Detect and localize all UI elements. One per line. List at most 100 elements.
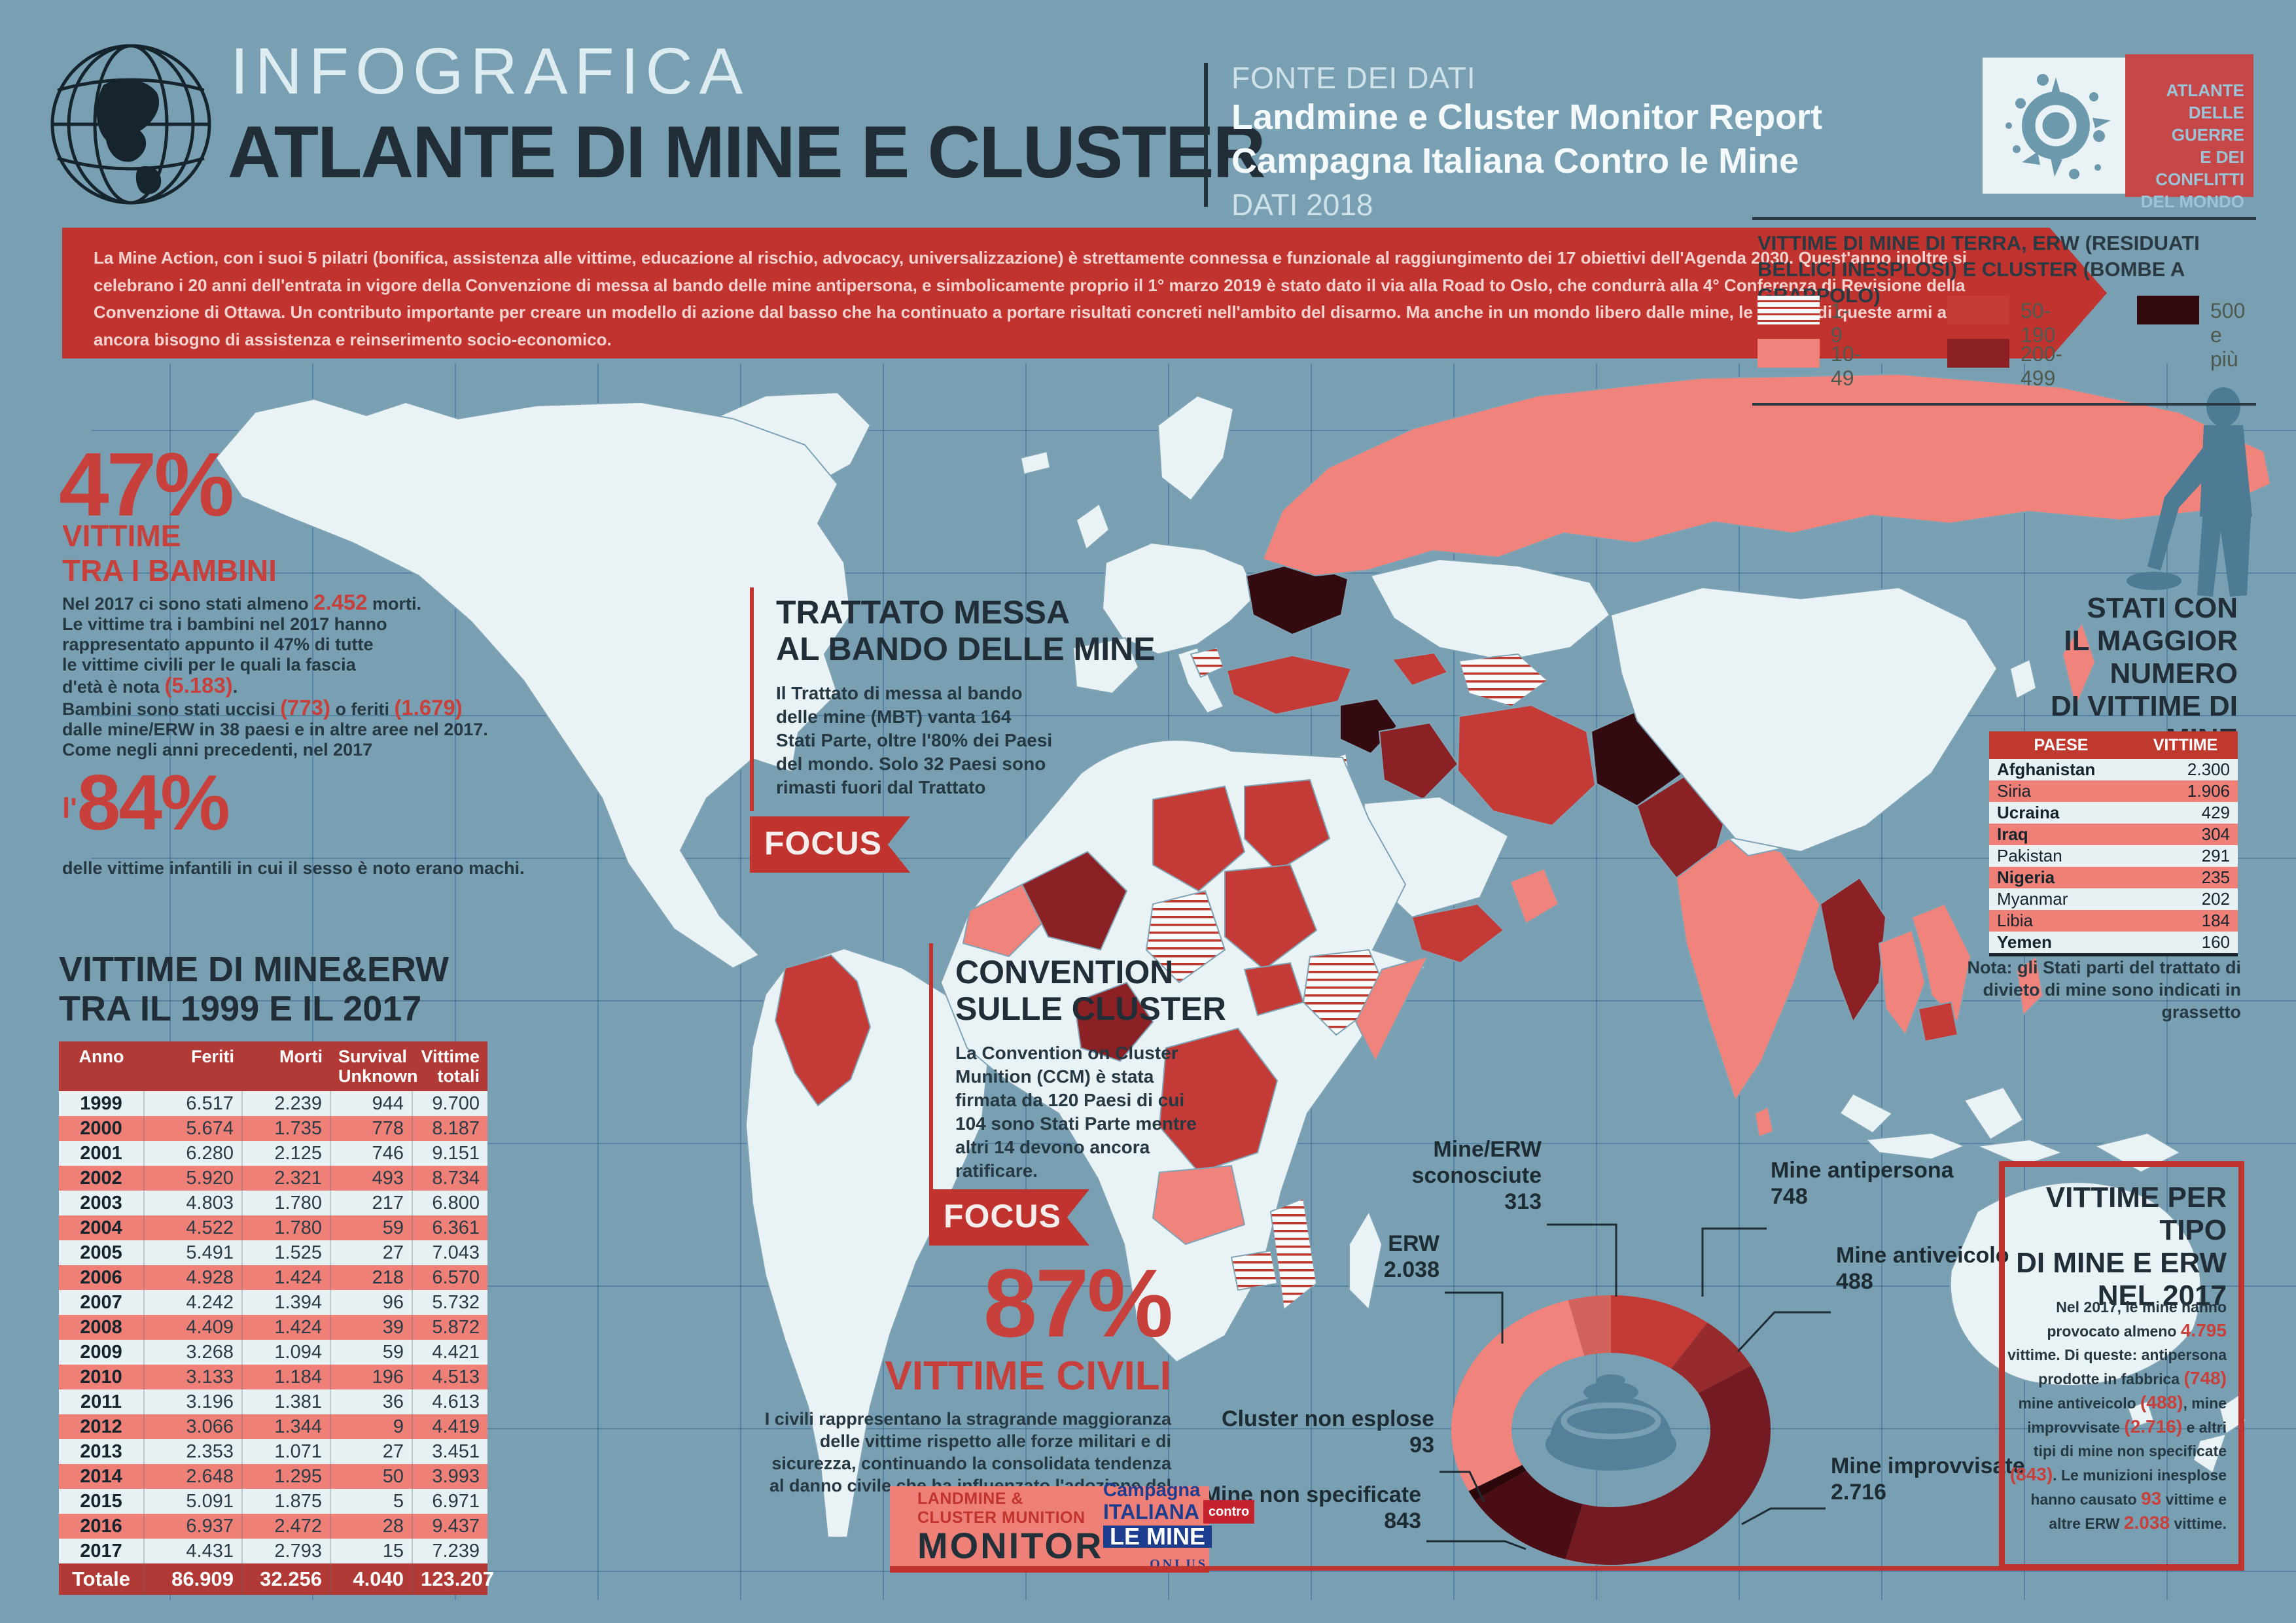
country-yemen <box>1411 903 1505 964</box>
country-italia <box>1176 646 1225 714</box>
table-row: 2015 5.091 1.875 5 6.971 <box>59 1489 487 1514</box>
intro-banner: La Mine Action, con i suoi 5 pilatri (bo… <box>62 228 2107 358</box>
states-table-col-victims: VITTIME <box>2133 731 2238 759</box>
legend-label: 50-190 <box>2021 299 2056 347</box>
donut-label-connector <box>1547 1223 1617 1297</box>
country-sumatra <box>1839 1092 1894 1134</box>
country-rd-congo <box>1158 1027 1279 1174</box>
casualties-col: Morti <box>242 1041 330 1091</box>
country-sulawesi <box>1975 1138 2064 1167</box>
table-row: 2006 4.928 1.424 218 6.570 <box>59 1265 487 1290</box>
page-kicker: INFOGRAFICA <box>230 35 750 108</box>
donut-segment-cluster-non-esplose <box>1468 1465 1527 1501</box>
table-row: Libia 184 <box>1989 910 2238 932</box>
country-corea <box>2009 658 2038 700</box>
stat-male-caption: delle vittime infantili in cui il sesso … <box>62 858 525 878</box>
table-row: Myanmar 202 <box>1989 888 2238 910</box>
table-row: 2011 3.196 1.381 36 4.613 <box>59 1389 487 1414</box>
landmine-icon <box>1545 1374 1676 1471</box>
source-line-2: Campagna Italiana Contro le Mine <box>1231 141 1799 181</box>
country-mozambico <box>1269 1197 1318 1311</box>
stat-civilians-pct: 87% <box>983 1249 1173 1357</box>
legend-swatch <box>1947 296 2009 324</box>
country-nord-america <box>215 398 852 969</box>
splatter-icon <box>2005 74 2111 179</box>
casualties-table-header: Anno Feriti Morti Survival Unknown Vittime t… <box>59 1041 487 1091</box>
header-divider <box>1204 63 1208 207</box>
intro-banner-text: La Mine Action, con i suoi 5 pilatri (bo… <box>94 248 2004 349</box>
globe-icon <box>50 44 211 205</box>
legend-rule-top <box>1752 217 2256 220</box>
partner-logos: LANDMINE & CLUSTER MUNITION MONITOR Camp… <box>890 1480 1255 1573</box>
campagna-line1: Campagna <box>1103 1479 1201 1501</box>
stat-civilians-sub: VITTIME CIVILI <box>885 1353 1171 1399</box>
country-cina <box>1610 586 1998 853</box>
country-zimbabwe <box>1230 1249 1279 1291</box>
country-giappone <box>2061 621 2096 710</box>
table-row: 2008 4.409 1.424 39 5.872 <box>59 1315 487 1340</box>
table-row: Pakistan 291 <box>1989 845 2238 867</box>
country-colombia <box>774 954 872 1107</box>
victims-by-type-box: VITTIME PER TIPO DI MINE E ERW NEL 2017 … <box>1999 1161 2244 1570</box>
focus1-accent-line <box>750 587 754 811</box>
country-islanda <box>1019 450 1051 476</box>
victims-by-type-paragraph: Nel 2017, le mine hanno provocato almeno… <box>2007 1299 2227 1533</box>
legend-rule-bottom <box>1752 403 2256 406</box>
focus1-title: TRATTATO MESSA AL BANDO DELLE MINE <box>776 594 1156 667</box>
focus1-ribbon-label: FOCUS <box>764 825 882 862</box>
casualties-col: Anno <box>59 1041 144 1091</box>
table-row: 2005 5.491 1.525 27 7.043 <box>59 1240 487 1265</box>
focus1-ribbon: FOCUS <box>750 816 910 873</box>
country-russia <box>1262 373 2272 577</box>
table-row: Yemen 160 <box>1989 932 2238 955</box>
states-table-note: Nota: gli Stati parti del trattato di di… <box>1967 958 2241 1022</box>
country-myanmar <box>1819 877 1887 1024</box>
focus2-accent-line <box>929 943 933 1244</box>
monitor-logo: LANDMINE & CLUSTER MUNITION MONITOR <box>890 1490 1104 1566</box>
donut-label-connector <box>1741 1507 1826 1526</box>
table-row: 2003 4.803 1.780 217 6.800 <box>59 1191 487 1215</box>
campagna-logo: Campagna ITALIANA contro LE MINE ONLUS <box>1103 1479 1255 1574</box>
donut-label-cluster-non-esplose: Cluster non esplose 93 <box>1222 1406 1434 1457</box>
atlante-badge: ATLANTE DELLE GUERRE E DEI CONFLITTI DEL… <box>2125 54 2253 211</box>
table-row: 2012 3.066 1.344 9 4.419 <box>59 1414 487 1439</box>
casualties-col: Vittime totali <box>412 1041 487 1091</box>
table-row: Afghanistan 2.300 <box>1989 759 2238 780</box>
country-bosnia <box>1190 646 1225 678</box>
source-year: DATI 2018 <box>1231 188 1373 222</box>
legend-swatch <box>1757 339 1820 368</box>
country-egitto <box>1244 778 1331 873</box>
donut-label-mine-improvvisate: Mine improvvisate 2.716 <box>1831 1454 2025 1505</box>
table-row: 2002 5.920 2.321 493 8.734 <box>59 1166 487 1191</box>
table-row: 1999 6.517 2.239 944 9.700 <box>59 1091 487 1116</box>
country-oman <box>1509 867 1560 925</box>
table-row: 2001 6.280 2.125 746 9.151 <box>59 1141 487 1166</box>
table-row: 2009 3.268 1.094 59 4.421 <box>59 1340 487 1365</box>
donut-segment-mine-improvvisate <box>1565 1365 1771 1565</box>
country-somalia <box>1354 955 1429 1063</box>
casualties-col: Survival Unknown <box>330 1041 418 1091</box>
legend-label: 500 e più <box>2210 299 2246 371</box>
donut-label-connector <box>1737 1311 1831 1353</box>
country-thailandia <box>1878 929 1926 1037</box>
table-row: Ucraina 429 <box>1989 802 2238 824</box>
donut-label-mine-antipersona: Mine antipersona 748 <box>1771 1158 1954 1209</box>
country-europa <box>1101 542 1258 655</box>
country-regno-unito <box>1075 502 1110 551</box>
casualties-col: Feriti <box>144 1041 242 1091</box>
focus2-ribbon: FOCUS <box>929 1189 1089 1246</box>
legend-title: VITTIME DI MINE DI TERRA, ERW (RESIDUATI… <box>1757 232 2200 307</box>
casualties-table-title: VITTIME DI MINE&ERW TRA IL 1999 E IL 201… <box>59 950 450 1028</box>
donut-label-mine-antiveicolo: Mine antiveicolo 488 <box>1836 1243 2009 1294</box>
country-nuova-zelanda-sud <box>2192 1433 2227 1475</box>
table-total-row: Totale 86.909 32.256 4.040 123.207 <box>59 1563 494 1595</box>
focus2-title: CONVENTION SULLE CLUSTER <box>955 954 1226 1027</box>
table-row: 2014 2.648 1.295 50 3.993 <box>59 1464 487 1489</box>
bottom-accent-line <box>890 1566 2244 1571</box>
monitor-logo-name: MONITOR <box>917 1525 1104 1566</box>
country-libia <box>1152 785 1246 892</box>
donut-label-connector <box>1445 1291 1504 1344</box>
table-row: 2004 4.522 1.780 59 6.361 <box>59 1215 487 1240</box>
donut-label-connector <box>1439 1471 1485 1503</box>
